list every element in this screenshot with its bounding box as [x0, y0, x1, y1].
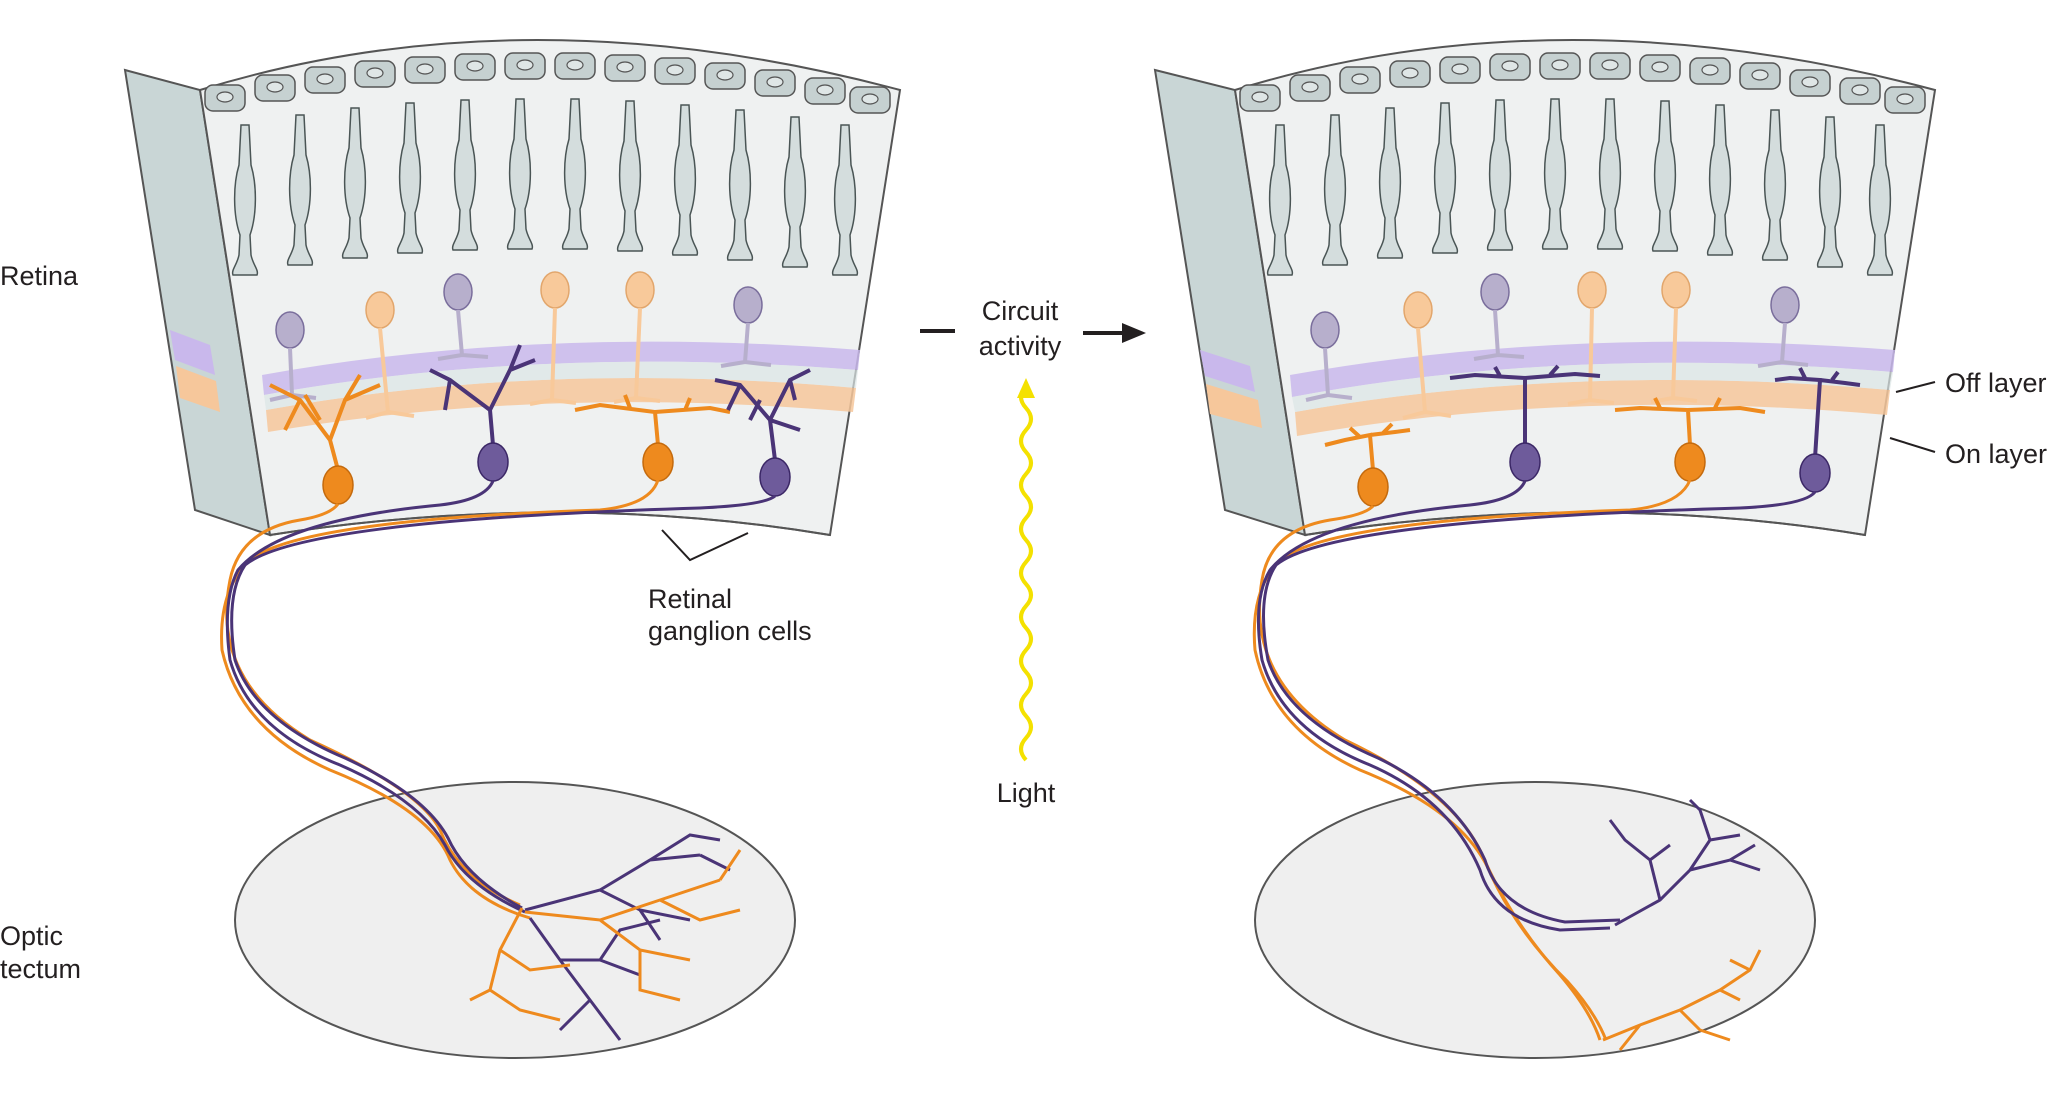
off-layer-label: Off layer	[1945, 368, 2047, 398]
right-panel	[1153, 39, 1937, 1059]
retina-label: Retina	[0, 261, 79, 291]
on-layer-pointer	[1889, 437, 1936, 453]
optic-tectum-label-line2: tectum	[0, 954, 81, 984]
circuit-arrow-head	[1122, 323, 1146, 343]
retina-block-right	[1153, 39, 1937, 537]
light-wave-arrow	[1019, 384, 1033, 762]
off-layer-pointer	[1895, 381, 1936, 393]
on-layer-label: On layer	[1945, 439, 2047, 469]
tectal-arbors-left	[469, 833, 742, 1041]
off-layer-band-right	[1290, 341, 1895, 397]
circuit-activity-label-line2: activity	[979, 331, 1062, 361]
light-label: Light	[997, 778, 1056, 808]
on-layer-band-left	[266, 377, 856, 432]
retina-block-left	[123, 39, 902, 537]
ganglion-cells-left	[269, 344, 811, 505]
ganglion-cells-right	[1324, 364, 1861, 507]
light-arrow-head	[1017, 378, 1035, 398]
retinal-ganglion-cells-label-line2: ganglion cells	[648, 616, 812, 646]
bipolar-cells-left	[269, 271, 772, 420]
on-layer-band-right	[1295, 379, 1890, 436]
tectal-arbors-right	[1602, 798, 1762, 1051]
axon-bundle-right	[1252, 479, 1817, 1041]
center-annotation: Circuit activity Light	[920, 296, 1146, 808]
circuit-activity-label-line1: Circuit	[982, 296, 1059, 326]
retinal-ganglion-cells-label-line1: Retinal	[648, 584, 732, 614]
optic-tectum-right	[1254, 781, 1816, 1059]
off-layer-band-left	[262, 341, 860, 395]
axon-bundle-left	[220, 479, 777, 920]
bipolar-cells-right	[1305, 271, 1809, 420]
ganglion-pointer	[661, 529, 749, 562]
left-panel	[123, 39, 902, 1059]
optic-tectum-label-line1: Optic	[0, 921, 63, 951]
